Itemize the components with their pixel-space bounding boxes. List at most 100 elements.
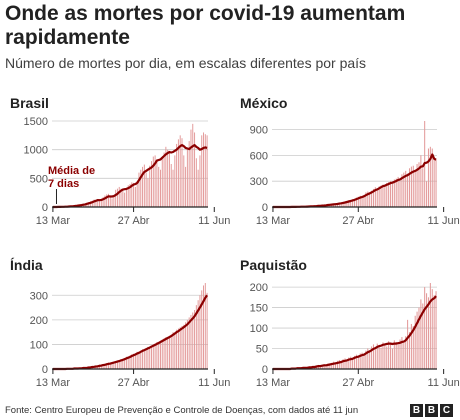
daily-deaths-bar bbox=[129, 355, 131, 369]
daily-deaths-bar bbox=[363, 354, 365, 369]
daily-deaths-bar bbox=[357, 356, 359, 369]
daily-deaths-bar bbox=[93, 199, 95, 207]
daily-deaths-bar bbox=[156, 159, 158, 207]
daily-deaths-bar bbox=[133, 182, 135, 207]
daily-deaths-bar bbox=[88, 202, 90, 207]
daily-deaths-bar bbox=[194, 132, 196, 207]
daily-deaths-bar bbox=[384, 344, 386, 369]
daily-deaths-bar bbox=[197, 169, 199, 207]
daily-deaths-bar bbox=[163, 152, 165, 207]
daily-deaths-bar bbox=[336, 360, 338, 369]
daily-deaths-bar bbox=[353, 198, 356, 207]
daily-deaths-bar bbox=[325, 364, 327, 369]
daily-deaths-bar bbox=[90, 201, 92, 207]
seven-day-average-line bbox=[272, 295, 437, 371]
x-tick-label: 27 Abr bbox=[118, 377, 150, 389]
daily-deaths-bar bbox=[348, 357, 350, 369]
y-tick-label: 0 bbox=[262, 364, 268, 376]
daily-deaths-bar bbox=[414, 170, 416, 207]
daily-deaths-bar bbox=[390, 343, 392, 369]
daily-deaths-bar bbox=[134, 354, 136, 369]
daily-deaths-bar bbox=[195, 158, 197, 207]
daily-deaths-bar bbox=[95, 200, 97, 207]
daily-deaths-bar bbox=[206, 135, 208, 207]
daily-deaths-bar bbox=[407, 173, 409, 207]
x-tick-label: 11 Jun bbox=[428, 377, 460, 389]
daily-deaths-bar bbox=[371, 190, 373, 207]
daily-deaths-bar bbox=[405, 170, 407, 207]
x-tick-label: 13 Mar bbox=[256, 215, 291, 227]
daily-deaths-bar bbox=[154, 155, 156, 207]
panel-title: México bbox=[240, 95, 287, 111]
daily-deaths-bar bbox=[179, 135, 181, 207]
y-tick-label: 0 bbox=[262, 202, 268, 214]
daily-deaths-bar bbox=[323, 364, 325, 369]
y-tick-label: 200 bbox=[30, 315, 48, 327]
y-tick-label: 900 bbox=[250, 125, 268, 137]
daily-deaths-bar bbox=[384, 186, 386, 207]
daily-deaths-bar bbox=[388, 341, 390, 369]
x-tick-label: 11 Jun bbox=[428, 215, 460, 227]
daily-deaths-bar bbox=[359, 353, 361, 369]
daily-deaths-bar bbox=[151, 161, 153, 207]
y-tick-label: 100 bbox=[250, 323, 268, 335]
daily-deaths-bar bbox=[168, 335, 170, 369]
daily-deaths-bar bbox=[106, 194, 108, 207]
daily-deaths-bar bbox=[186, 319, 188, 369]
daily-deaths-bar bbox=[190, 129, 192, 207]
daily-deaths-bar bbox=[204, 134, 206, 207]
daily-deaths-bar bbox=[374, 349, 376, 369]
daily-deaths-bar bbox=[412, 165, 414, 207]
daily-deaths-bar bbox=[192, 312, 194, 369]
daily-deaths-bar bbox=[359, 195, 361, 207]
daily-deaths-bar bbox=[380, 185, 382, 207]
daily-deaths-bar bbox=[372, 188, 374, 207]
daily-deaths-bar bbox=[197, 300, 199, 369]
panel-title: Paquistão bbox=[240, 257, 307, 273]
panel-title: Brasil bbox=[10, 95, 49, 111]
y-tick-label: 0 bbox=[42, 202, 48, 214]
daily-deaths-bar bbox=[111, 362, 113, 369]
daily-deaths-bar bbox=[143, 349, 145, 369]
daily-deaths-bar bbox=[367, 191, 369, 207]
y-tick-label: 1500 bbox=[24, 116, 48, 128]
daily-deaths-bar bbox=[420, 299, 422, 369]
daily-deaths-bar bbox=[327, 363, 329, 369]
daily-deaths-bar bbox=[206, 292, 208, 369]
daily-deaths-bar bbox=[399, 181, 401, 207]
daily-deaths-bar bbox=[143, 164, 145, 207]
daily-deaths-bar bbox=[201, 290, 203, 369]
daily-deaths-bar bbox=[391, 348, 393, 369]
y-tick-label: 200 bbox=[250, 282, 268, 294]
y-tick-label: 100 bbox=[30, 339, 48, 351]
daily-deaths-bar bbox=[172, 169, 174, 207]
daily-deaths-bar bbox=[346, 359, 348, 369]
daily-deaths-bar bbox=[426, 181, 428, 207]
daily-deaths-bar bbox=[91, 200, 93, 207]
average-annotation: 7 dias bbox=[48, 178, 79, 190]
daily-deaths-bar bbox=[122, 189, 124, 207]
daily-deaths-bar bbox=[433, 158, 435, 207]
daily-deaths-bar bbox=[124, 192, 126, 207]
daily-deaths-bar bbox=[338, 359, 340, 369]
daily-deaths-bar bbox=[403, 342, 405, 369]
daily-deaths-bar bbox=[124, 357, 126, 369]
daily-deaths-bar bbox=[357, 196, 359, 207]
bbc-logo-letter: C bbox=[440, 404, 453, 417]
daily-deaths-bar bbox=[365, 192, 367, 207]
daily-deaths-bar bbox=[158, 166, 160, 207]
daily-deaths-bar bbox=[176, 143, 178, 207]
daily-deaths-bar bbox=[201, 135, 203, 207]
daily-deaths-bar bbox=[174, 333, 176, 369]
x-tick-label: 27 Abr bbox=[342, 377, 374, 389]
daily-deaths-bar bbox=[116, 360, 118, 369]
daily-deaths-bar bbox=[100, 364, 102, 369]
x-tick-label: 13 Mar bbox=[36, 377, 71, 389]
daily-deaths-bar bbox=[194, 310, 196, 369]
daily-deaths-bar bbox=[418, 307, 420, 369]
daily-deaths-bar bbox=[188, 317, 190, 369]
daily-deaths-bar bbox=[393, 340, 395, 369]
daily-deaths-bar bbox=[427, 148, 429, 207]
daily-deaths-bar bbox=[395, 178, 397, 207]
daily-deaths-bar bbox=[431, 148, 433, 207]
